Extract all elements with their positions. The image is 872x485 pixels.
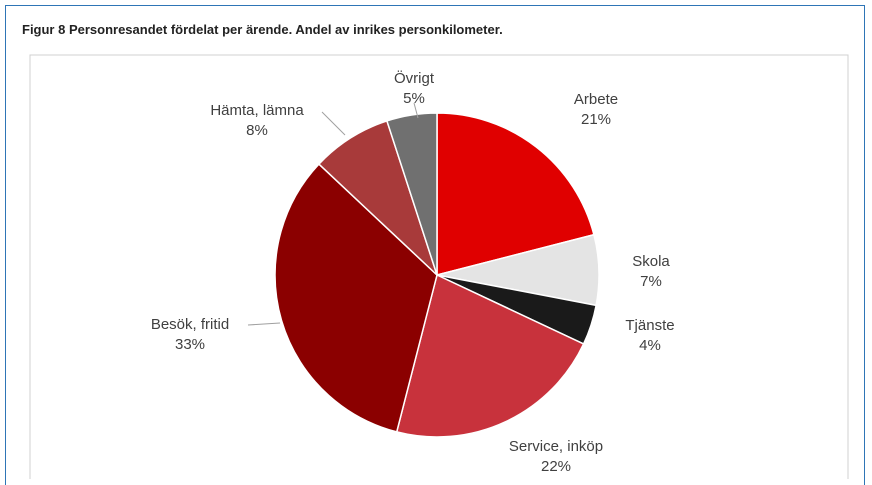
leader-line: [247, 322, 281, 326]
pie-slice: [274, 163, 438, 433]
value-label: 8%: [246, 122, 268, 139]
value-label: 22%: [541, 458, 571, 475]
category-label: Arbete: [574, 91, 618, 108]
category-label: Tjänste: [625, 317, 674, 334]
pie-slice: [436, 112, 595, 276]
leader-line: [321, 111, 346, 136]
pie-slice: [395, 273, 585, 438]
value-label: 21%: [581, 111, 611, 128]
category-label: Skola: [632, 253, 670, 270]
value-label: 7%: [640, 273, 662, 290]
pie-slice: [385, 112, 438, 276]
chart-title: Figur 8 Personresandet fördelat per ären…: [22, 22, 503, 37]
value-label: 5%: [403, 90, 425, 107]
leader-line: [413, 102, 419, 119]
value-label: 33%: [175, 336, 205, 353]
category-label: Besök, fritid: [151, 316, 229, 333]
category-label: Service, inköp: [509, 438, 603, 455]
category-label: Övrigt: [394, 69, 435, 87]
figure-frame: [5, 5, 865, 485]
category-label: Hämta, lämna: [210, 102, 304, 119]
value-label: 4%: [639, 337, 661, 354]
